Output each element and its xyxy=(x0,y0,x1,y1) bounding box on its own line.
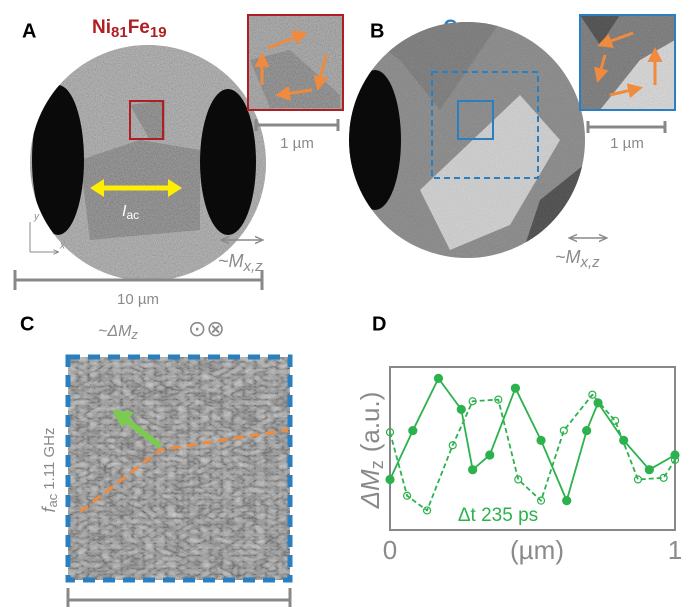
contact xyxy=(349,70,401,210)
x-tick-label: 0 xyxy=(383,535,397,565)
scale-bar xyxy=(588,121,665,133)
data-point xyxy=(563,497,571,505)
series-line xyxy=(390,395,675,511)
texture xyxy=(68,357,290,580)
data-point xyxy=(583,427,591,435)
text: ΔM xyxy=(355,469,385,509)
symbols: ⊙⊗ xyxy=(188,316,225,341)
text: ~M xyxy=(555,247,581,267)
micrograph xyxy=(348,22,590,260)
data-point xyxy=(434,374,442,382)
data-point xyxy=(457,405,465,413)
text: Ni xyxy=(92,17,111,38)
text: ~M xyxy=(218,251,244,271)
text: 1.11 GHz xyxy=(41,428,58,490)
scale-label: 1 µm xyxy=(610,135,644,152)
axis-label: x xyxy=(59,241,66,252)
micrograph xyxy=(30,45,266,285)
scale-bar xyxy=(256,119,338,131)
text: x,z xyxy=(580,254,601,271)
data-point xyxy=(645,466,653,474)
x-axis-label: (µm) xyxy=(510,535,564,565)
text: x,z xyxy=(243,258,264,275)
contact xyxy=(32,85,84,235)
data-point xyxy=(409,427,417,435)
y-axis-label: ΔMz (a.u.) xyxy=(355,392,387,510)
m-label: ~Mx,z xyxy=(218,251,263,275)
panel-label: C xyxy=(20,313,34,335)
panel-label: B xyxy=(370,20,384,42)
text: 81 xyxy=(111,24,128,41)
texture xyxy=(580,15,675,110)
panel-label: D xyxy=(372,313,386,335)
x-tick-label: 1 xyxy=(668,535,682,565)
scale-label: 1 µm xyxy=(280,135,314,152)
text: ~ΔM xyxy=(98,323,132,340)
scale-label: 10 µm xyxy=(117,291,159,308)
panel-label: A xyxy=(22,20,36,42)
scale-bar xyxy=(68,588,290,607)
text: Fe xyxy=(128,17,150,38)
text: 19 xyxy=(150,24,167,41)
series-line xyxy=(390,378,675,500)
data-point xyxy=(486,451,494,459)
material-label: Ni81Fe19 xyxy=(92,17,167,41)
m-label: ~Mx,z xyxy=(555,247,600,271)
text: z xyxy=(367,460,387,469)
text: ac xyxy=(126,208,139,222)
axis-label: y xyxy=(33,212,40,223)
data-point xyxy=(511,384,519,392)
frequency-label: fac1.11 GHz xyxy=(39,428,61,513)
contrast-label: ~ΔMz xyxy=(98,323,138,342)
text: z xyxy=(130,327,138,342)
text: (a.u.) xyxy=(355,392,385,453)
page: {"panel_a": {"label": "A", "material": {… xyxy=(0,0,682,607)
text: ac xyxy=(45,493,60,507)
data-point xyxy=(469,466,477,474)
data-point xyxy=(537,436,545,444)
figure: A Ni81Fe19 Iac y x 1 µm ~Mx,z 10 µm B Co xyxy=(0,0,682,607)
annotation: Δt 235 ps xyxy=(458,505,538,526)
data-point xyxy=(386,475,394,483)
